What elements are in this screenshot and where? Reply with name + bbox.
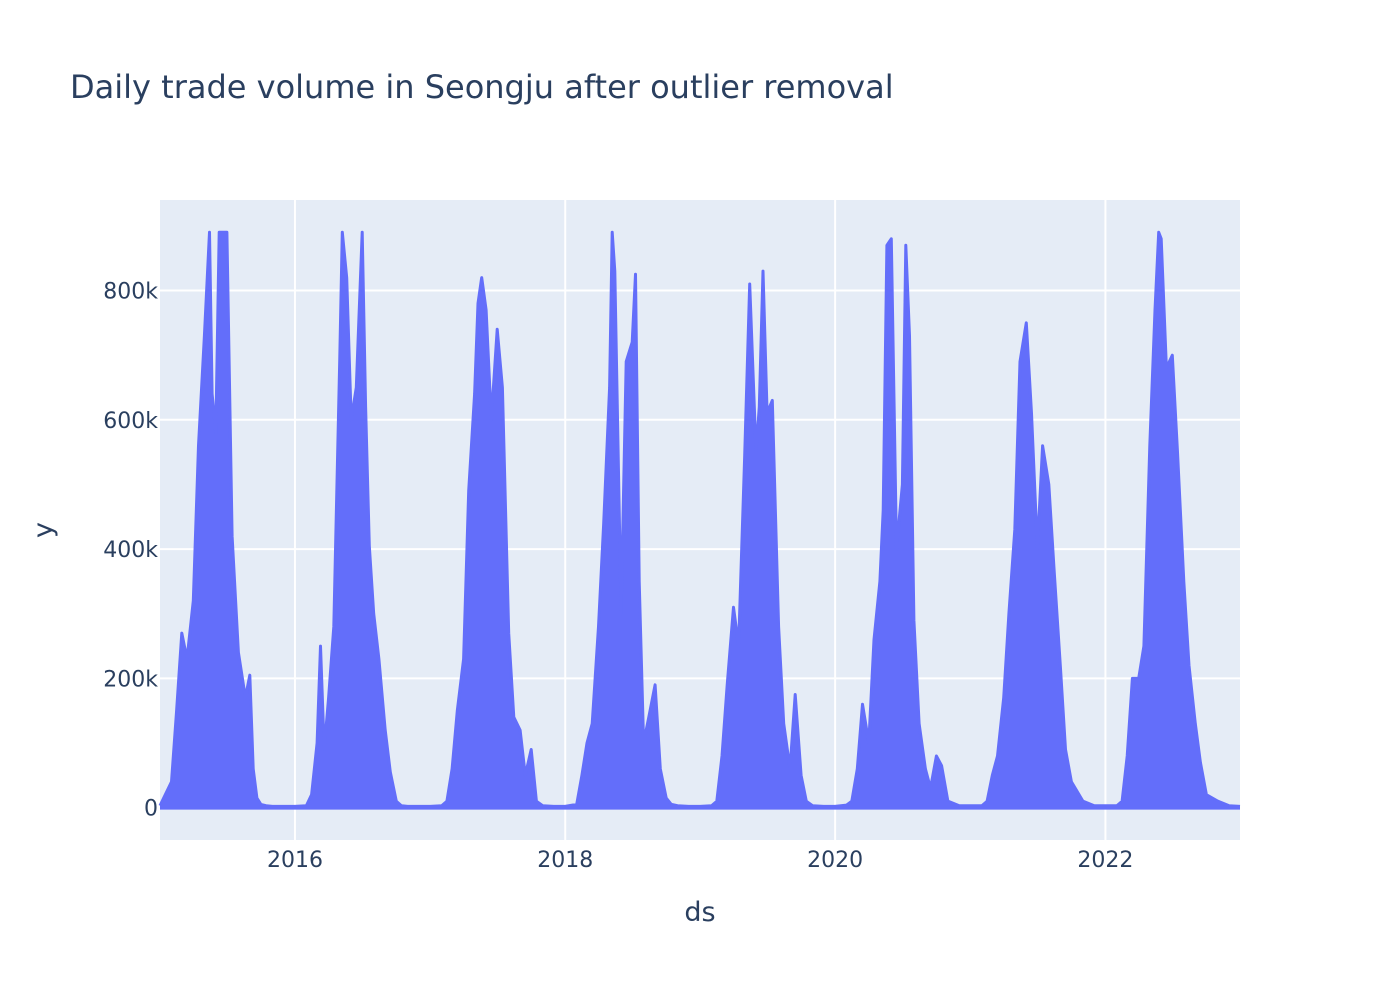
x-axis-title: ds — [684, 897, 715, 928]
y-tick-label: 400k — [103, 538, 158, 563]
series-line — [158, 230, 1241, 808]
y-tick-label: 600k — [103, 409, 158, 434]
y-axis-title: y — [28, 522, 59, 538]
x-grid — [293, 200, 1107, 840]
x-tick-label: 2020 — [807, 848, 863, 873]
y-tick-label: 0 — [144, 797, 158, 822]
series-layer — [158, 230, 1241, 810]
x-tick-labels: 2016 2018 2020 2022 — [267, 848, 1133, 873]
x-tick-label: 2018 — [537, 848, 593, 873]
y-tick-labels: 0 200k 400k 600k 800k — [103, 280, 158, 822]
x-tick-label: 2022 — [1077, 848, 1133, 873]
chart-title: Daily trade volume in Seongju after outl… — [70, 68, 894, 106]
y-tick-label: 200k — [103, 667, 158, 692]
x-tick-label: 2016 — [267, 848, 323, 873]
y-tick-label: 800k — [103, 280, 158, 305]
series-fill — [160, 232, 1240, 808]
